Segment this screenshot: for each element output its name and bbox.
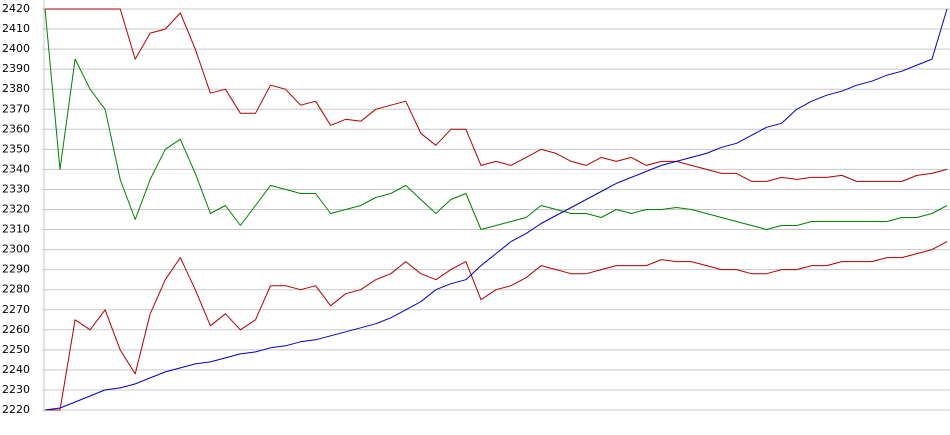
y-tick-label: 2260 <box>2 323 30 336</box>
y-tick-label: 2230 <box>2 383 30 396</box>
y-tick-label: 2270 <box>2 303 30 316</box>
y-tick-label: 2240 <box>2 363 30 376</box>
series-line <box>44 8 948 411</box>
y-tick-label: 2250 <box>2 343 30 356</box>
y-tick-label: 2350 <box>2 142 30 155</box>
y-tick-label: 2310 <box>2 223 30 236</box>
y-tick-label: 2280 <box>2 283 30 296</box>
y-tick-label: 2390 <box>2 62 30 75</box>
y-tick-label: 2290 <box>2 263 30 276</box>
y-tick-label: 2420 <box>2 2 30 15</box>
y-tick-label: 2300 <box>2 243 30 256</box>
y-tick-label: 2410 <box>2 22 30 35</box>
y-tick-label: 2380 <box>2 82 30 95</box>
y-tick-label: 2370 <box>2 102 30 115</box>
y-tick-label: 2330 <box>2 182 30 195</box>
y-tick-label: 2360 <box>2 122 30 135</box>
y-tick-label: 2320 <box>2 203 30 216</box>
series-line <box>45 8 948 182</box>
series-line <box>45 241 948 411</box>
y-tick-label: 2220 <box>2 403 30 416</box>
series-line <box>44 8 948 230</box>
y-tick-label: 2400 <box>2 42 30 55</box>
y-tick-label: 2340 <box>2 162 30 175</box>
